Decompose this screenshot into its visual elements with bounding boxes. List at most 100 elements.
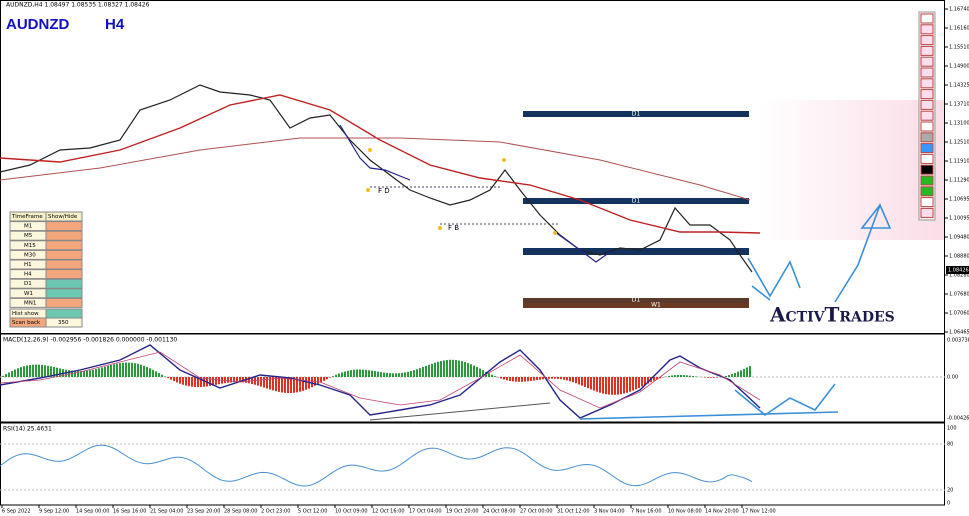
input[interactable] [45, 317, 83, 328]
histogram-bar [689, 375, 691, 377]
histogram-bar [359, 369, 361, 377]
toggle[interactable] [45, 297, 83, 308]
tool-button[interactable] [920, 143, 934, 154]
histogram-bar [350, 370, 352, 377]
histogram-bar [548, 377, 550, 379]
tool-button[interactable] [920, 207, 934, 218]
histogram-bar [47, 365, 49, 377]
tool-button[interactable] [920, 67, 934, 78]
histogram-bar [176, 377, 178, 383]
histogram-bar [374, 371, 376, 377]
tool-button[interactable] [920, 132, 934, 143]
histogram-bar [551, 377, 553, 379]
histogram-bar [287, 377, 289, 394]
histogram-bar [242, 377, 244, 383]
histogram-bar [659, 377, 661, 379]
histogram-bar [146, 366, 148, 377]
timeframe: H1 [24, 262, 32, 268]
divergence-line [369, 402, 551, 421]
toggle[interactable] [45, 240, 83, 251]
toggle[interactable] [45, 230, 83, 241]
histogram-bar [455, 360, 457, 377]
histogram-bar [101, 367, 103, 377]
time-label: 10 Oct 09:00 [335, 509, 368, 515]
tool-button[interactable] [920, 99, 934, 110]
histogram-bar [707, 377, 709, 378]
histogram-bar [290, 377, 292, 394]
tool-button[interactable] [920, 121, 934, 132]
tool-button[interactable] [920, 186, 934, 197]
toggle[interactable] [45, 269, 83, 280]
histogram-bar [470, 364, 472, 377]
rsi-axis-label: 20 [947, 488, 953, 494]
histogram-bar [227, 377, 229, 383]
histogram-bar [536, 377, 538, 381]
tool-button[interactable] [920, 78, 934, 89]
timeframe: M1 [24, 224, 32, 230]
histogram-bar [677, 374, 679, 377]
histogram-bar [149, 368, 151, 377]
tool-button[interactable] [920, 197, 934, 208]
current-price-box [946, 266, 969, 274]
toggle[interactable] [45, 308, 83, 319]
tool-button[interactable] [920, 45, 934, 56]
drawing [751, 285, 771, 301]
histogram-bar [344, 371, 346, 377]
tool-button[interactable] [920, 153, 934, 164]
histogram-bar [317, 377, 319, 385]
histogram-bar [575, 377, 577, 384]
histogram-bar [683, 375, 685, 377]
histogram-bar [173, 377, 175, 382]
toggle[interactable] [45, 249, 83, 260]
price-label: 1.12510 [949, 140, 969, 146]
swing-line [554, 231, 611, 263]
toggle[interactable] [45, 259, 83, 270]
watermark-fade [760, 100, 944, 240]
tool-button[interactable] [920, 13, 934, 24]
histogram-bar [434, 362, 436, 377]
tool-button[interactable] [920, 110, 934, 121]
tool-button[interactable] [920, 24, 934, 35]
histogram-bar [749, 366, 751, 377]
histogram-bar [404, 372, 406, 377]
histogram-bar [116, 363, 118, 377]
histogram-bar [356, 369, 358, 377]
histogram-bar [461, 361, 463, 377]
histogram-bar [77, 371, 79, 377]
histogram-bar [533, 377, 535, 381]
price-label: 1.16740 [949, 7, 969, 13]
histogram-bar [326, 377, 328, 380]
toggle[interactable] [45, 278, 83, 289]
histogram-bar [587, 377, 589, 389]
histogram-bar [680, 374, 682, 377]
histogram-bar [41, 364, 43, 377]
histogram-bar [449, 359, 451, 377]
histogram-bar [560, 377, 562, 380]
zone-label: D1 [632, 111, 641, 118]
time-label: 12 Oct 16:00 [372, 509, 405, 515]
histogram-bar [512, 377, 514, 382]
drawing [734, 383, 836, 417]
toggle[interactable] [45, 221, 83, 232]
histogram-bar [161, 374, 163, 377]
time-label: 14 Nov 20:00 [705, 509, 739, 515]
histogram-bar [590, 377, 592, 390]
histogram-bar [389, 373, 391, 377]
toggle[interactable] [45, 288, 83, 299]
histogram-bar [134, 363, 136, 377]
histogram-bar [398, 373, 400, 377]
drawing [747, 257, 801, 298]
histogram-bar [518, 377, 520, 382]
tool-button[interactable] [920, 56, 934, 67]
histogram-bar [23, 366, 25, 377]
histogram-bar [143, 365, 145, 377]
histogram-bar [35, 364, 37, 377]
histogram-bar [509, 377, 511, 381]
tool-button[interactable] [920, 89, 934, 100]
histogram-bar [38, 364, 40, 377]
tool-button[interactable] [920, 35, 934, 46]
tool-button[interactable] [920, 175, 934, 186]
histogram-bar [167, 377, 169, 379]
tool-button[interactable] [920, 164, 934, 175]
histogram-bar [530, 377, 532, 381]
